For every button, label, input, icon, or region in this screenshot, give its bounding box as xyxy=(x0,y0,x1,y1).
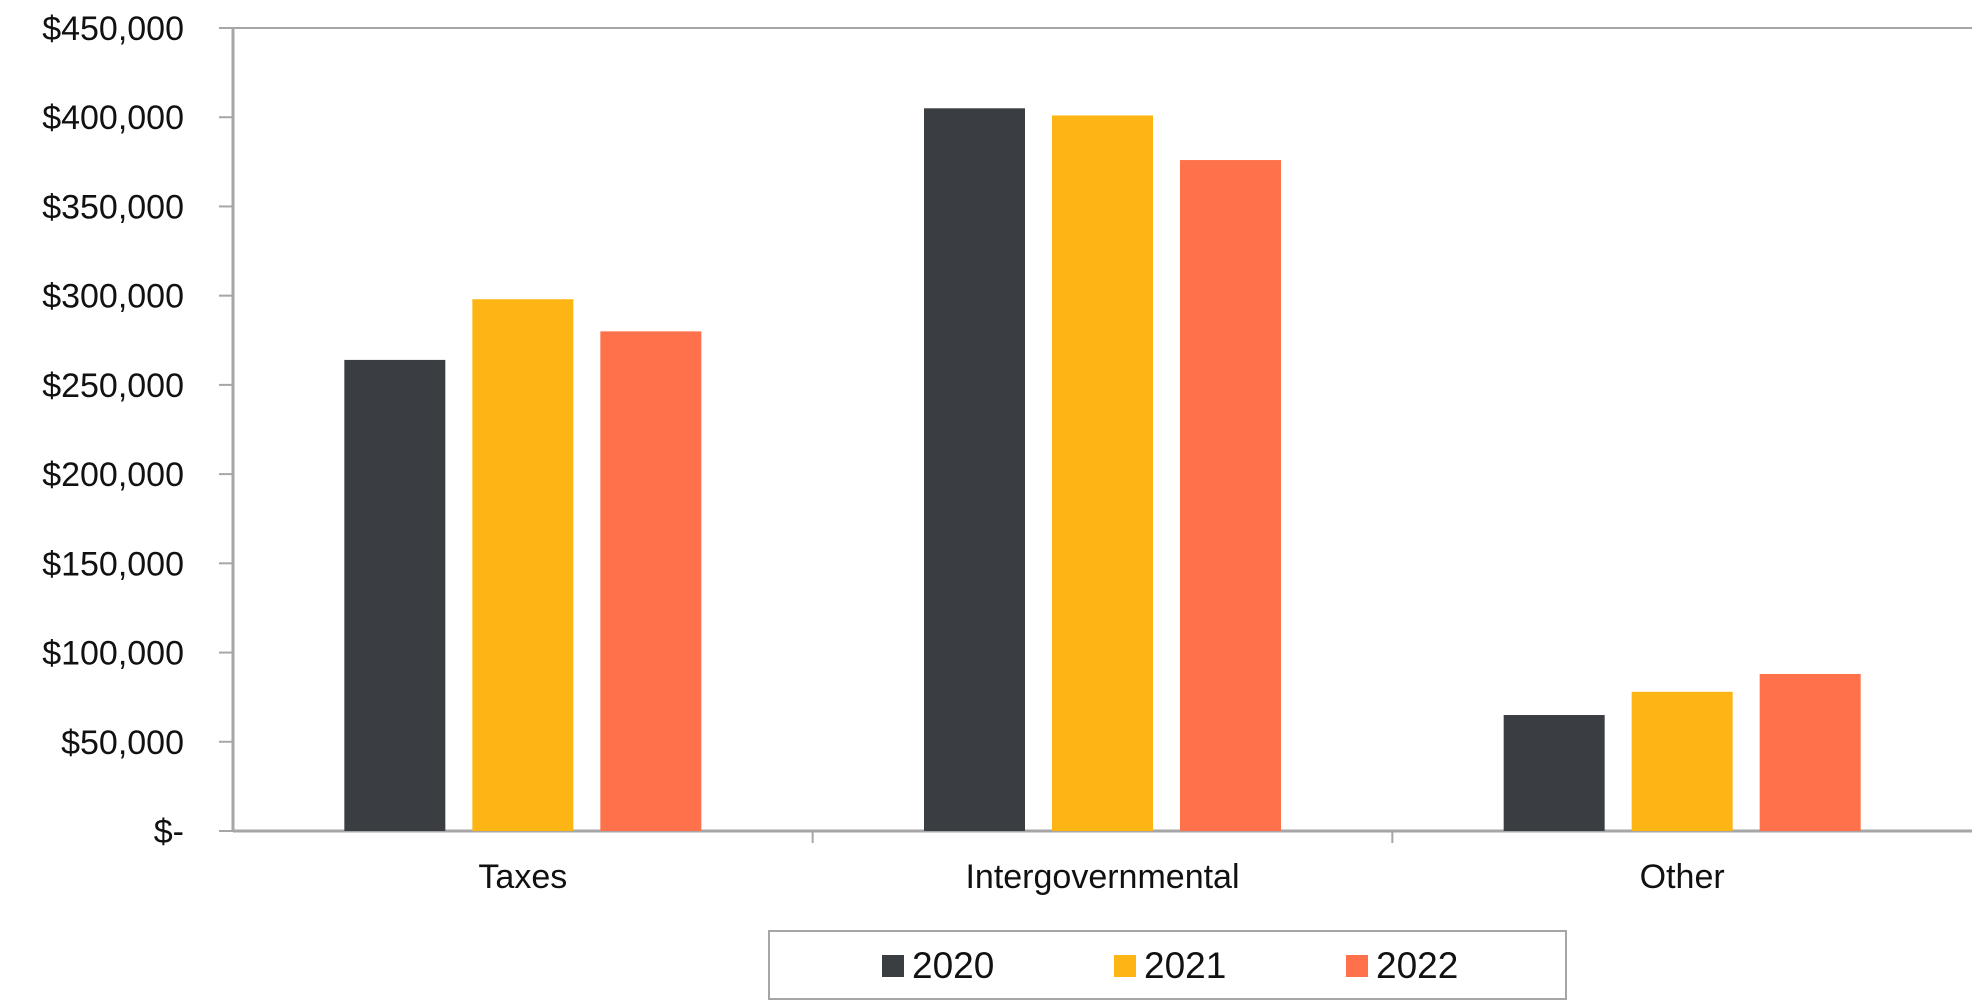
legend-label-2020: 2020 xyxy=(912,945,994,986)
bar-intergovernmental-2020 xyxy=(924,108,1025,832)
y-tick-label: $150,000 xyxy=(42,545,184,583)
legend-swatch-2021 xyxy=(1114,955,1136,977)
y-tick-label: $450,000 xyxy=(42,10,184,48)
x-category-label: Taxes xyxy=(478,858,567,896)
bar-other-2020 xyxy=(1503,715,1605,831)
y-tick-labels: $- $50,000 $100,000 $150,000 $200,000 $250,00… xyxy=(42,10,184,851)
bar-other-2022 xyxy=(1759,673,1861,831)
bar-taxes-2022 xyxy=(600,331,702,831)
y-tick-label: $- xyxy=(154,813,184,851)
bar-intergovernmental-2021 xyxy=(1052,115,1153,832)
bar-intergovernmental-2022 xyxy=(1180,160,1281,831)
y-tick-label: $200,000 xyxy=(42,456,184,494)
bar-taxes-2020 xyxy=(344,359,446,831)
legend-label-2021: 2021 xyxy=(1144,945,1226,986)
legend: 2020 2021 2022 xyxy=(768,930,1567,1000)
y-tick-label: $400,000 xyxy=(42,99,184,137)
x-category-labels: Taxes Intergovernmental Other xyxy=(478,858,1724,896)
y-tick-label: $300,000 xyxy=(42,278,184,316)
bars xyxy=(344,108,1861,832)
x-category-label: Other xyxy=(1640,858,1725,896)
y-tick-label: $350,000 xyxy=(42,188,184,226)
y-tick-label: $50,000 xyxy=(61,724,184,762)
bar-other-2021 xyxy=(1631,691,1733,831)
bar-taxes-2021 xyxy=(472,299,574,831)
y-tick-label: $100,000 xyxy=(42,635,184,673)
x-category-label: Intergovernmental xyxy=(965,858,1239,896)
y-tick-label: $250,000 xyxy=(42,367,184,405)
legend-swatch-2020 xyxy=(882,955,904,977)
legend-swatch-2022 xyxy=(1346,955,1368,977)
legend-label-2022: 2022 xyxy=(1376,945,1458,986)
